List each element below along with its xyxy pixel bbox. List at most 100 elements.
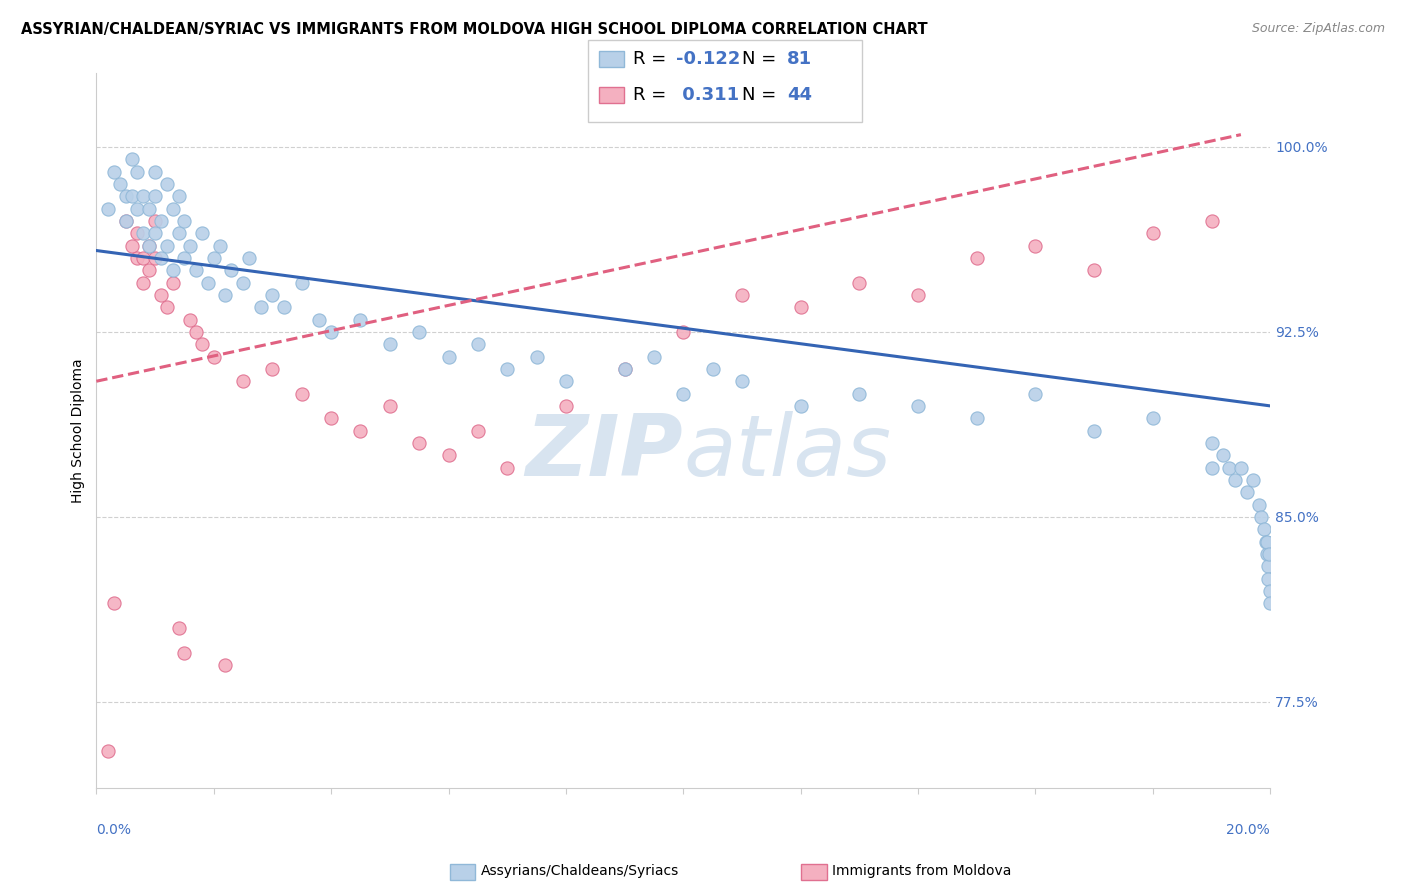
- Point: [97, 744, 120, 758]
- Point: [1256, 547, 1278, 561]
- Point: [167, 189, 190, 203]
- Point: [1142, 411, 1164, 425]
- Point: [907, 399, 929, 413]
- Point: [1258, 583, 1281, 598]
- Point: [114, 189, 136, 203]
- Point: [184, 263, 207, 277]
- Point: [138, 202, 160, 216]
- Point: [262, 288, 284, 302]
- Point: [173, 646, 195, 660]
- Point: [1258, 547, 1281, 561]
- Point: [232, 276, 254, 290]
- Point: [966, 251, 988, 265]
- Point: [127, 227, 149, 241]
- Text: 81: 81: [787, 50, 813, 68]
- Point: [156, 177, 179, 191]
- Point: [1201, 460, 1223, 475]
- Point: [848, 386, 870, 401]
- Point: [262, 362, 284, 376]
- Point: [238, 251, 260, 265]
- Point: [554, 374, 576, 388]
- Text: N =: N =: [742, 86, 782, 103]
- Point: [966, 411, 988, 425]
- Point: [121, 238, 143, 252]
- Point: [143, 251, 166, 265]
- Point: [321, 325, 343, 339]
- Point: [1256, 534, 1278, 549]
- Point: [1024, 386, 1046, 401]
- Point: [789, 399, 811, 413]
- Point: [672, 325, 695, 339]
- Point: [408, 436, 430, 450]
- Point: [143, 164, 166, 178]
- Point: [184, 325, 207, 339]
- Point: [143, 214, 166, 228]
- Point: [1024, 238, 1046, 252]
- Point: [526, 350, 548, 364]
- Text: Assyrians/Chaldeans/Syriacs: Assyrians/Chaldeans/Syriacs: [481, 864, 679, 879]
- Point: [162, 263, 184, 277]
- Point: [143, 189, 166, 203]
- Point: [149, 214, 172, 228]
- Point: [702, 362, 724, 376]
- Point: [138, 238, 160, 252]
- Point: [173, 214, 195, 228]
- Point: [1083, 424, 1105, 438]
- Point: [156, 238, 179, 252]
- Point: [731, 288, 754, 302]
- Point: [613, 362, 636, 376]
- Point: [1212, 448, 1234, 462]
- Text: 44: 44: [787, 86, 813, 103]
- Point: [214, 288, 236, 302]
- Text: 0.311: 0.311: [676, 86, 740, 103]
- Point: [202, 350, 225, 364]
- Text: 0.0%: 0.0%: [97, 822, 131, 837]
- Point: [173, 251, 195, 265]
- Point: [114, 214, 136, 228]
- Point: [149, 288, 172, 302]
- Point: [132, 189, 155, 203]
- Point: [437, 448, 460, 462]
- Point: [672, 386, 695, 401]
- Point: [1236, 485, 1258, 500]
- Point: [308, 312, 330, 326]
- Point: [408, 325, 430, 339]
- Point: [291, 276, 314, 290]
- Point: [121, 153, 143, 167]
- Point: [208, 238, 231, 252]
- Point: [108, 177, 131, 191]
- Text: 20.0%: 20.0%: [1226, 822, 1270, 837]
- Point: [156, 300, 179, 314]
- Point: [1257, 572, 1279, 586]
- Point: [132, 276, 155, 290]
- Point: [103, 164, 125, 178]
- Point: [179, 238, 201, 252]
- Text: R =: R =: [633, 86, 672, 103]
- Point: [1253, 522, 1275, 536]
- Point: [1142, 227, 1164, 241]
- Point: [132, 227, 155, 241]
- Point: [496, 362, 519, 376]
- Y-axis label: High School Diploma: High School Diploma: [72, 359, 86, 503]
- Point: [273, 300, 295, 314]
- Point: [167, 621, 190, 635]
- Point: [97, 202, 120, 216]
- Point: [167, 227, 190, 241]
- Point: [349, 312, 371, 326]
- Point: [138, 238, 160, 252]
- Point: [162, 276, 184, 290]
- Point: [1241, 473, 1264, 487]
- Point: [1201, 214, 1223, 228]
- Point: [103, 596, 125, 610]
- Point: [1223, 473, 1246, 487]
- Point: [291, 386, 314, 401]
- Point: [1218, 460, 1240, 475]
- Point: [138, 263, 160, 277]
- Point: [191, 227, 214, 241]
- Point: [378, 399, 401, 413]
- Point: [114, 214, 136, 228]
- Point: [437, 350, 460, 364]
- Point: [1258, 596, 1281, 610]
- Point: [127, 164, 149, 178]
- Point: [1201, 436, 1223, 450]
